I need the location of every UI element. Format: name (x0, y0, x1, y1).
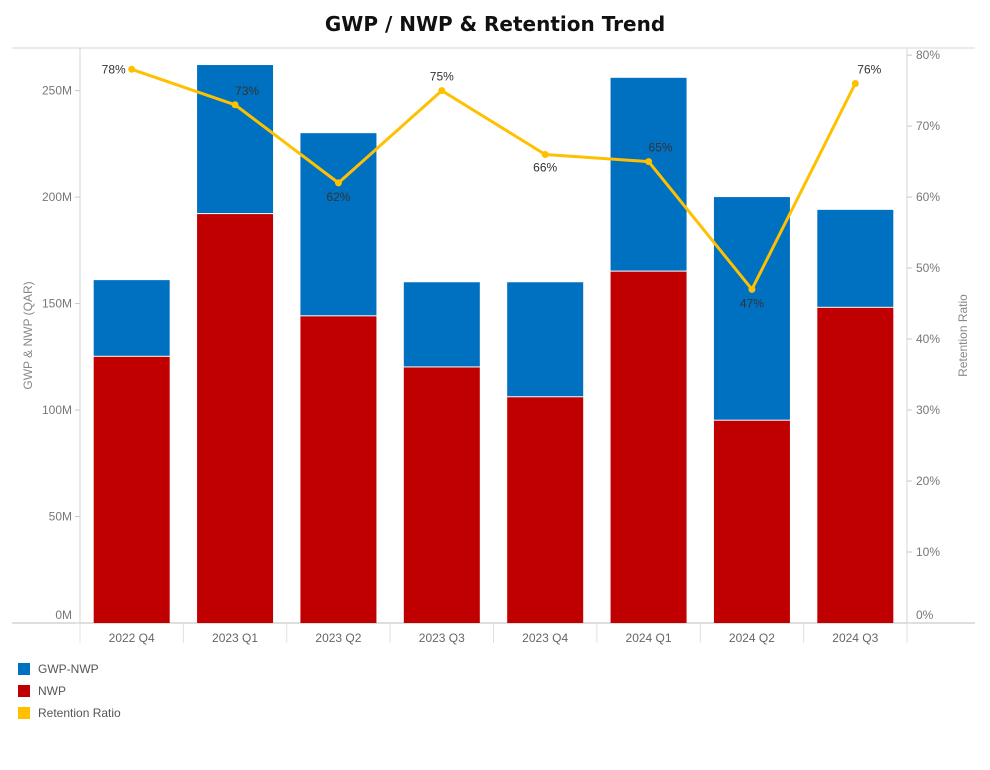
retention-data-label: 66% (533, 160, 557, 174)
retention-point (541, 150, 549, 158)
bar-nwp (610, 271, 687, 623)
retention-point (851, 79, 859, 87)
y2-tick-label: 20% (916, 474, 940, 488)
retention-line (131, 67, 857, 291)
combo-chart: 0M 50M 100M 150M 200M 250M 0% 10% 20% 30% 40% 50% 60… (12, 47, 975, 645)
chart-title: GWP / NWP & Retention Trend (324, 12, 666, 36)
retention-point (231, 101, 239, 109)
legend-item-gwp-nwp: GWP-NWP (18, 658, 121, 680)
retention-point (748, 285, 756, 293)
retention-point (645, 158, 653, 166)
y-tick-label: 0M (55, 608, 72, 622)
legend-swatch-retention-ratio (18, 707, 30, 719)
bar-gwp-nwp (93, 280, 170, 356)
bar-gwp-nwp (197, 65, 274, 214)
bar-nwp (197, 214, 274, 623)
retention-data-label: 65% (649, 141, 673, 155)
bar-gwp-nwp (610, 77, 687, 271)
y2-tick-label: 30% (916, 403, 940, 417)
bar-nwp (817, 307, 894, 623)
bar-gwp-nwp (817, 209, 894, 307)
y2-axis-title: Retention Ratio (956, 294, 970, 377)
bar-nwp (507, 397, 584, 623)
legend-swatch-gwp-nwp (18, 663, 30, 675)
y2-tick-label: 60% (916, 190, 940, 204)
x-tick-label: 2022 Q4 (109, 631, 155, 645)
x-tick-label: 2024 Q1 (626, 631, 672, 645)
x-tick-label: 2023 Q2 (315, 631, 361, 645)
retention-data-label: 76% (857, 62, 881, 76)
y2-tick-label: 50% (916, 261, 940, 275)
x-tick-label: 2024 Q3 (832, 631, 878, 645)
y-tick-label: 250M (42, 84, 72, 98)
retention-point (438, 87, 446, 95)
bar-gwp-nwp (713, 197, 790, 420)
y2-tick-label: 0% (916, 608, 934, 622)
y-tick-label: 50M (49, 510, 72, 524)
y-axis-title: GWP & NWP (QAR) (21, 281, 35, 389)
retention-data-label: 75% (430, 70, 454, 84)
legend-label-nwp: NWP (38, 684, 66, 698)
x-tick-label: 2024 Q2 (729, 631, 775, 645)
legend-label-retention-ratio: Retention Ratio (38, 706, 121, 720)
bar-gwp-nwp (403, 282, 480, 367)
x-tick-label: 2023 Q4 (522, 631, 568, 645)
bar-gwp-nwp (507, 282, 584, 397)
retention-data-label: 73% (235, 84, 259, 98)
retention-data-label: 62% (326, 190, 350, 204)
retention-point (128, 65, 136, 73)
legend-item-retention-ratio: Retention Ratio (18, 702, 121, 724)
legend: GWP-NWP NWP Retention Ratio (18, 658, 121, 724)
bar-nwp (300, 316, 377, 623)
legend-swatch-nwp (18, 685, 30, 697)
y-tick-label: 200M (42, 190, 72, 204)
y2-tick-label: 80% (916, 48, 940, 62)
legend-item-nwp: NWP (18, 680, 121, 702)
retention-data-label: 47% (740, 296, 764, 310)
bar-nwp (713, 420, 790, 623)
y2-tick-label: 70% (916, 119, 940, 133)
y2-tick-label: 40% (916, 332, 940, 346)
retention-point (334, 179, 342, 187)
bar-nwp (93, 356, 170, 623)
retention-data-label: 78% (102, 62, 126, 76)
y2-tick-label: 10% (916, 545, 940, 559)
x-tick-label: 2023 Q3 (419, 631, 465, 645)
chart-area: 0M 50M 100M 150M 200M 250M 0% 10% 20% 30% 40% 50% 60… (12, 47, 975, 645)
y-tick-label: 150M (42, 297, 72, 311)
y-tick-label: 100M (42, 403, 72, 417)
bar-nwp (403, 367, 480, 623)
x-tick-label: 2023 Q1 (212, 631, 258, 645)
legend-label-gwp-nwp: GWP-NWP (38, 662, 99, 676)
